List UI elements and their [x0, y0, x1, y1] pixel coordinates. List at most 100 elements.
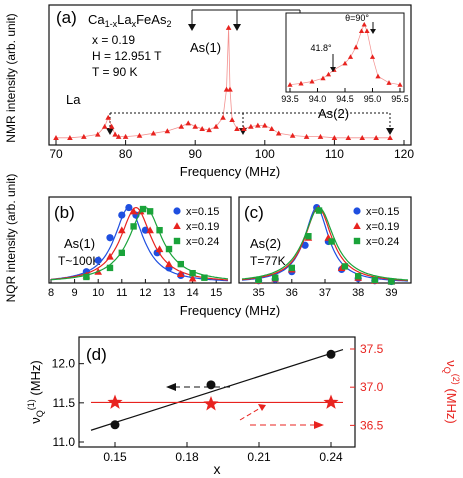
inset-shoulder-arrowhead: [330, 67, 336, 72]
inset-xtick-label: 94.0: [309, 94, 327, 104]
panel-d-ticks: 0.15 0.18 0.21 0.24 11.0 11.5 12.0 36.5 37.0 37.5: [52, 342, 384, 464]
c-point: [355, 273, 362, 280]
info-temp: T = 90 K: [92, 65, 137, 79]
b-point: [118, 211, 126, 219]
info-x: x = 0.19: [92, 33, 135, 47]
b-xtick-label: 14: [186, 287, 198, 299]
c-legend-marker: [353, 237, 361, 245]
inset-trace: [289, 23, 401, 86]
b-legend-label: x=0.19: [186, 221, 219, 233]
panel-c-data: [241, 203, 409, 286]
b-point: [146, 208, 154, 215]
panel-b-title: As(1): [64, 236, 95, 251]
b-fit-line: [50, 206, 229, 282]
c-fit-line: [241, 206, 409, 282]
inset-frame: [285, 12, 405, 93]
c-fit-line: [241, 206, 408, 282]
inset-xtick-label: 93.5: [281, 94, 299, 104]
panel-d-ytick-right-label: 37.0: [360, 380, 384, 394]
panel-d-xtick-label: 0.24: [319, 450, 343, 464]
as1-label: As(1): [190, 40, 221, 55]
black-arrowhead: [166, 383, 176, 391]
b-point: [83, 273, 90, 281]
c-legend-label: x=0.15: [366, 206, 399, 218]
b-xtick-label: 12: [139, 287, 151, 299]
panel-d-ytick-left-label: 11.5: [53, 396, 76, 410]
c-xtick-label: 39: [385, 287, 397, 299]
c-point: [341, 263, 349, 270]
panel-b-temp: T~100K: [58, 254, 100, 268]
panel-d-xtick-label: 0.18: [175, 450, 199, 464]
nmr-point: [225, 24, 232, 30]
b-point: [177, 270, 185, 277]
panel-d-point-right: [323, 394, 339, 409]
b-legend-marker: [173, 222, 181, 230]
panel-d-ylabel-left: νQ(1) (MHz): [26, 360, 45, 424]
panel-a-label: (a): [56, 8, 77, 27]
as1-bracket: [191, 9, 301, 26]
b-point: [155, 245, 164, 253]
bc-ylabel: NQR intensity (arb. unit): [4, 174, 18, 303]
panel-d-point-right: [107, 394, 123, 409]
b-point: [146, 226, 154, 234]
b-point: [106, 234, 114, 242]
inset-xtick-label: 94.5: [336, 94, 354, 104]
b-point: [118, 226, 126, 234]
b-legend-label: x=0.15: [186, 206, 219, 218]
c-point: [388, 278, 395, 285]
panel-a-frame: [48, 4, 412, 146]
panel-a-xtick-label: 120: [394, 147, 414, 161]
b-point: [188, 274, 197, 282]
b-point: [201, 274, 208, 281]
b-legend-marker: [173, 237, 181, 245]
inset-ticks: 93.5 94.0 94.5 95.0 95.5: [281, 88, 409, 104]
b-point: [165, 260, 173, 268]
c-point: [371, 276, 378, 284]
b-point: [106, 252, 114, 260]
b-legend-label: x=0.24: [186, 236, 219, 248]
b-point: [130, 223, 137, 230]
b-fit-line: [50, 206, 229, 281]
panel-d-ylabel-right: νQ(2) (MHz): [442, 360, 461, 424]
b-xtick-label: 15: [210, 287, 222, 299]
c-fit-line: [241, 206, 409, 281]
c-legend-marker: [353, 222, 361, 230]
panel-d-ytick-right-label: 37.5: [360, 342, 384, 356]
c-xtick-label: 37: [319, 287, 331, 299]
b-legend-marker: [173, 207, 181, 215]
panel-b-legend: x=0.15 x=0.19 x=0.24: [173, 206, 219, 248]
red-dashed-arrow-diag: [239, 406, 263, 421]
b-xtick-label: 9: [72, 287, 78, 299]
panel-c-ticks: 35 36 37 38 39: [252, 279, 398, 299]
c-legend-label: x=0.24: [366, 236, 399, 248]
panel-d-xtick-label: 0.15: [103, 450, 127, 464]
panel-d-xtick-label: 0.21: [247, 450, 271, 464]
panel-b-label: (b): [54, 203, 75, 222]
b-point: [189, 269, 196, 277]
panel-d-label: (d): [86, 345, 107, 364]
panel-d-ytick-right-label: 36.5: [360, 418, 384, 432]
b-point: [139, 205, 147, 213]
c-xtick-label: 38: [352, 287, 364, 299]
b-xtick-label: 13: [163, 287, 175, 299]
b-point: [177, 260, 184, 268]
b-point: [118, 249, 125, 257]
c-xtick-label: 35: [252, 287, 264, 299]
panel-b: (b) As(1) T~100K 8 9 10 11 12 13 14 15 x=0.15x=…: [48, 196, 232, 299]
c-legend-label: x=0.19: [366, 221, 399, 233]
inset-shoulder-label: 41.8°: [310, 43, 332, 53]
panel-a-xtick-label: 90: [189, 147, 203, 161]
panel-a-xtick-label: 110: [325, 147, 344, 161]
b-point: [106, 264, 114, 272]
composition: Ca1-xLaxFeAs2: [88, 12, 171, 29]
panel-a-xtick-label: 80: [119, 147, 133, 161]
info-field: H = 12.951 T: [92, 49, 162, 63]
panel-a-xlabel: Frequency (MHz): [180, 164, 280, 179]
panel-b-data: [50, 203, 229, 282]
panel-d-point-left: [110, 420, 120, 430]
panel-c: (c) As(2) T=77K 35 36 37 38 39 x=0.15x=0.19x…: [238, 196, 412, 299]
c-point: [272, 274, 279, 281]
inset-peak-arrowhead: [370, 29, 376, 34]
c-point: [305, 233, 312, 240]
